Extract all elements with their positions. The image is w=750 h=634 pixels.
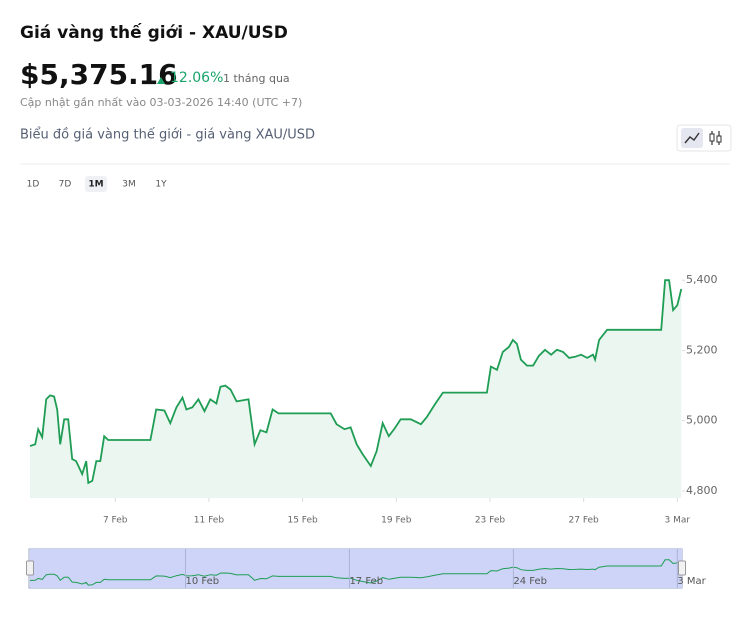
- navigator-handle[interactable]: [678, 560, 686, 576]
- y-tick-label: 5,400: [686, 273, 718, 286]
- navigator-range: [30, 549, 682, 588]
- range-button[interactable]: 1Y: [155, 180, 167, 190]
- range-button[interactable]: 7D: [59, 180, 72, 190]
- range-buttons: 1D 7D 1M 3M 1Y: [27, 176, 167, 192]
- navigator-tick-label: 3 Mar: [677, 576, 706, 587]
- range-button[interactable]: 1M: [88, 180, 103, 190]
- price-line: [29, 279, 683, 485]
- range-button[interactable]: 3M: [122, 180, 136, 190]
- x-tick-label: 7 Feb: [103, 516, 128, 526]
- x-tick-label: 27 Feb: [569, 516, 600, 526]
- navigator-tick-label: 10 Feb: [186, 576, 220, 587]
- title: Giá vàng thế giới - XAU/USD: [20, 22, 288, 43]
- change: 12.06%: [170, 70, 223, 86]
- chart-toggle: [676, 124, 732, 152]
- navigator-handle[interactable]: [26, 560, 34, 576]
- x-tick-label: 11 Feb: [194, 516, 225, 526]
- x-tick-label: 15 Feb: [287, 516, 318, 526]
- navigator-line: [29, 559, 682, 586]
- period: 1 tháng qua: [223, 72, 290, 85]
- candle-toggle[interactable]: [709, 131, 722, 145]
- updated: Cập nhật gần nhất vào 03-03-2026 14:40 (…: [20, 96, 302, 109]
- range-active: [85, 176, 107, 192]
- y-tick-label: 4,800: [686, 484, 718, 497]
- x-tick-label: 19 Feb: [381, 516, 412, 526]
- subtitle: Biểu đồ giá vàng thế giới - giá vàng XAU…: [20, 128, 315, 143]
- navigator-tick-label: 24 Feb: [513, 576, 547, 587]
- x-tick-label: 23 Feb: [475, 516, 506, 526]
- price: $5,375.16: [20, 58, 178, 91]
- range-button[interactable]: 1D: [27, 180, 40, 190]
- y-tick-label: 5,200: [686, 343, 718, 356]
- line-icon: [684, 132, 700, 144]
- area: [30, 280, 682, 498]
- up-arrow: [157, 77, 165, 84]
- x-tick-label: 3 Mar: [665, 516, 691, 526]
- navigator-tick-label: 17 Feb: [349, 576, 383, 587]
- y-tick-label: 5,000: [686, 414, 718, 427]
